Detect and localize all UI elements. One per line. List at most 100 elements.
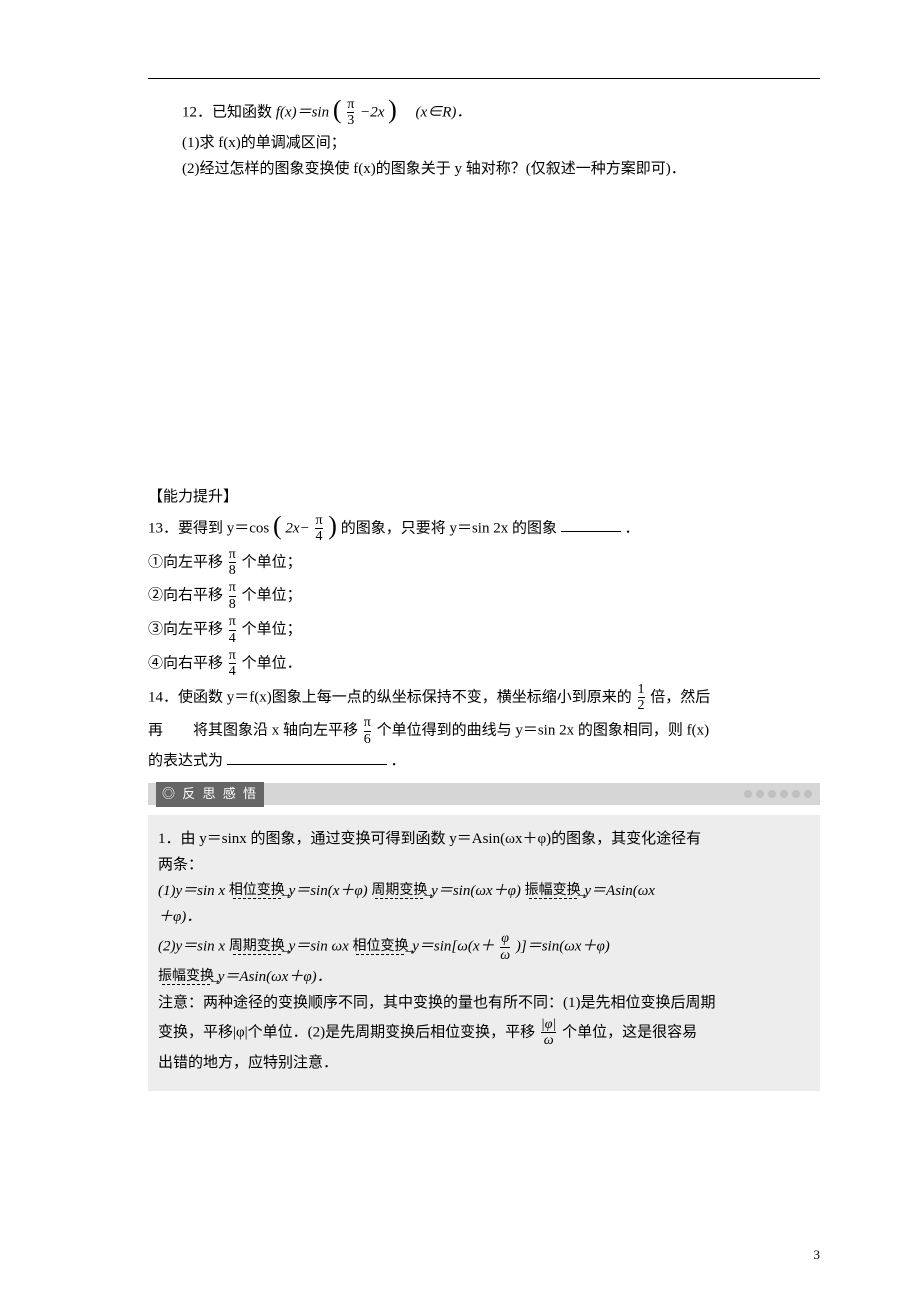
q14-l1-pre: 14．使函数 y＝f(x)图象上每一点的纵坐标保持不变，横坐标缩小到原来的 <box>148 689 632 705</box>
arrow-label: 周期变换 <box>371 884 427 898</box>
blank-space <box>148 183 820 483</box>
opt-tail: 个单位． <box>242 655 302 671</box>
paren-right: ) <box>388 100 397 121</box>
frac-num: π <box>229 547 236 562</box>
arrow-label: 相位变换 <box>352 940 408 954</box>
opt-pre: ①向左平移 <box>148 554 223 570</box>
frac-num: |φ| <box>541 1017 556 1032</box>
q14-l2-pre: 再 将其图象沿 x 轴向左平移 <box>148 723 358 739</box>
q12-inner-tail: −2x <box>360 104 384 120</box>
paren-left: ( <box>273 516 282 537</box>
frac-den: ω <box>500 947 510 963</box>
frac-num: π <box>229 580 236 595</box>
frac-den: 3 <box>347 112 354 128</box>
arrow-amplitude: 振幅变换 <box>525 884 581 899</box>
dashed-arrow-icon <box>356 954 404 955</box>
arrow-phase: 相位变换 <box>352 940 408 955</box>
frac-den: 4 <box>229 630 236 646</box>
review-route2: (2)y＝sin x 周期变换 y＝sin ωx 相位变换 y＝sin[ω(x＋… <box>158 931 810 963</box>
page-number: 3 <box>814 1245 821 1266</box>
q14-l1: 14．使函数 y＝f(x)图象上每一点的纵坐标保持不变，横坐标缩小到原来的 1 … <box>148 682 820 714</box>
opt-frac: π 8 <box>227 547 238 579</box>
review-note1: 注意：两种途径的变换顺序不同，其中变换的量也有所不同：(1)是先相位变换后周期 <box>158 991 810 1015</box>
q14-l2: 再 将其图象沿 x 轴向左平移 π 6 个单位得到的曲线与 y＝sin 2x 的… <box>148 715 820 747</box>
frac-num: π <box>229 648 236 663</box>
frac-num: π <box>364 715 371 730</box>
arrow-period: 周期变换 <box>229 940 285 955</box>
frac-den: 4 <box>229 663 236 679</box>
q13-prefix: 13．要得到 y＝cos <box>148 520 269 536</box>
frac-num: π <box>315 513 322 528</box>
dashed-arrow-icon <box>162 984 210 985</box>
dashed-arrow-icon <box>233 898 281 899</box>
q13-frac: π 4 <box>313 513 324 545</box>
opt-frac: π 4 <box>227 648 238 680</box>
q12-prefix: 12．已知函数 <box>182 104 276 120</box>
note2-frac: |φ| ω <box>539 1017 558 1049</box>
review-route1-tail: ＋φ)． <box>158 905 810 929</box>
band-label: ◎ 反 思 感 悟 <box>156 782 264 807</box>
q12-tail: (x∈R)． <box>401 104 472 120</box>
dashed-arrow-icon <box>375 898 423 899</box>
r1-pre: (1)y＝sin x <box>158 883 229 899</box>
opt-tail: 个单位； <box>242 554 302 570</box>
review-p1a: 1．由 y＝sinx 的图象，通过变换可得到函数 y＝Asin(ωx＋φ)的图象… <box>158 827 810 851</box>
q12-stem: 12．已知函数 f(x)＝sin ( π 3 −2x ) (x∈R)． <box>182 97 820 129</box>
q14-l3-pre: 的表达式为 <box>148 753 223 769</box>
q13-opt4: ④向右平移 π 4 个单位． <box>148 648 820 680</box>
frac-num: φ <box>500 931 510 946</box>
review-p1b: 两条： <box>158 853 810 877</box>
paren-right: ) <box>328 516 337 537</box>
q14-frac2: π 6 <box>362 715 373 747</box>
page: 12．已知函数 f(x)＝sin ( π 3 −2x ) (x∈R)． (1)求… <box>0 0 920 1302</box>
q13-opt3: ③向左平移 π 4 个单位； <box>148 614 820 646</box>
r2-m3: y＝Asin(ωx＋φ)． <box>218 969 332 985</box>
note2-pre: 变换，平移|φ|个单位．(2)是先周期变换后相位变换，平移 <box>158 1024 535 1040</box>
review-note2: 变换，平移|φ|个单位．(2)是先周期变换后相位变换，平移 |φ| ω 个单位，… <box>158 1017 810 1049</box>
opt-pre: ③向左平移 <box>148 621 223 637</box>
opt-tail: 个单位； <box>242 621 302 637</box>
band-dots-icon <box>744 790 812 798</box>
q13-lead: 2x− <box>285 520 309 536</box>
top-rule <box>148 78 820 79</box>
arrow-label: 周期变换 <box>229 940 285 954</box>
review-route1: (1)y＝sin x 相位变换 y＝sin(x＋φ) 周期变换 y＝sin(ωx… <box>158 879 810 903</box>
arrow-amplitude: 振幅变换 <box>158 970 214 985</box>
q12-frac: π 3 <box>345 97 356 129</box>
opt-pre: ②向右平移 <box>148 588 223 604</box>
frac-den: 8 <box>229 562 236 578</box>
fill-blank-long <box>227 750 387 765</box>
opt-frac: π 8 <box>227 580 238 612</box>
frac-num: 1 <box>638 682 645 697</box>
q12-fx: f(x)＝sin <box>276 104 329 120</box>
r2-frac: φ ω <box>498 931 512 963</box>
q14-l2-mid: 个单位得到的曲线与 y＝sin 2x 的图象相同，则 f(x) <box>377 723 710 739</box>
frac-num: π <box>347 97 354 112</box>
r2-m2-tail: )]＝sin(ωx＋φ) <box>516 939 610 955</box>
q13-mid: 的图象，只要将 y＝sin 2x 的图象 <box>341 520 557 536</box>
frac-den: 2 <box>638 697 645 713</box>
q13-opt1: ①向左平移 π 8 个单位； <box>148 547 820 579</box>
opt-pre: ④向右平移 <box>148 655 223 671</box>
arrow-phase: 相位变换 <box>229 884 285 899</box>
dashed-arrow-icon <box>233 954 281 955</box>
r1-m2: y＝sin(ωx＋φ) <box>431 883 524 899</box>
q14-l3-tail: ． <box>391 753 406 769</box>
review-box: 1．由 y＝sinx 的图象，通过变换可得到函数 y＝Asin(ωx＋φ)的图象… <box>148 815 820 1091</box>
frac-den: 6 <box>364 731 371 747</box>
r2-pre: (2)y＝sin x <box>158 939 229 955</box>
arrow-label: 振幅变换 <box>158 970 214 984</box>
review-note3: 出错的地方，应特别注意． <box>158 1051 810 1075</box>
opt-frac: π 4 <box>227 614 238 646</box>
frac-den: 4 <box>315 528 322 544</box>
note2-tail: 个单位，这是很容易 <box>562 1024 697 1040</box>
r1-m1: y＝sin(x＋φ) <box>289 883 372 899</box>
dashed-arrow-icon <box>529 898 577 899</box>
q13-tail: ． <box>624 520 639 536</box>
paren-left: ( <box>333 100 342 121</box>
opt-tail: 个单位； <box>242 588 302 604</box>
q12-sub2: (2)经过怎样的图象变换使 f(x)的图象关于 y 轴对称？(仅叙述一种方案即可… <box>182 157 820 181</box>
q14-frac1: 1 2 <box>636 682 647 714</box>
question-14: 14．使函数 y＝f(x)图象上每一点的纵坐标保持不变，横坐标缩小到原来的 1 … <box>148 682 820 774</box>
arrow-label: 相位变换 <box>229 884 285 898</box>
